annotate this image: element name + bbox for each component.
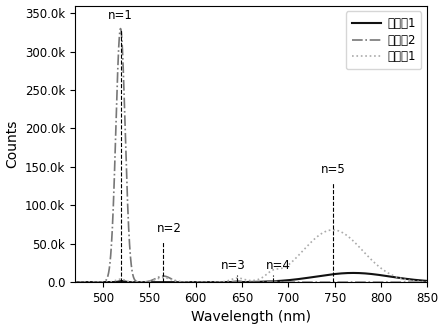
实施例1 (330, 228, 336, 232)
Line: 实施例1: 实施例1 (75, 230, 428, 282)
Y-axis label: Counts: Counts (6, 120, 20, 168)
Legend: 对比例1, 对比例2, 实施例1: 对比例1, 对比例2, 实施例1 (346, 12, 421, 69)
Line: 对比例2: 对比例2 (75, 29, 428, 282)
对比例1 (134, 280, 139, 284)
对比例2 (425, 280, 430, 284)
Text: n=1: n=1 (108, 10, 133, 22)
对比例1 (223, 280, 228, 284)
X-axis label: Wavelength (nm): Wavelength (nm) (191, 311, 311, 324)
对比例1 (418, 279, 423, 282)
对比例1 (425, 279, 430, 283)
实施例1 (380, 267, 385, 271)
实施例1 (223, 280, 228, 283)
对比例2 (380, 280, 385, 284)
对比例2 (118, 27, 123, 31)
实施例1 (207, 280, 213, 284)
对比例2 (418, 280, 423, 284)
Text: n=2: n=2 (157, 222, 182, 235)
Text: n=3: n=3 (221, 259, 246, 272)
Line: 对比例1: 对比例1 (75, 273, 428, 282)
对比例1 (351, 271, 356, 275)
实施例1 (72, 280, 78, 284)
对比例1 (113, 280, 118, 284)
对比例1 (72, 280, 78, 284)
实施例1 (113, 279, 118, 282)
实施例1 (425, 280, 430, 284)
对比例2 (113, 147, 118, 151)
对比例2 (72, 280, 78, 284)
Text: n=5: n=5 (321, 163, 345, 176)
对比例2 (134, 280, 139, 283)
实施例1 (418, 280, 423, 283)
实施例1 (134, 280, 139, 284)
对比例1 (380, 274, 385, 278)
对比例2 (208, 280, 213, 284)
Text: n=4: n=4 (266, 259, 290, 272)
对比例1 (207, 280, 213, 284)
对比例2 (223, 280, 228, 284)
